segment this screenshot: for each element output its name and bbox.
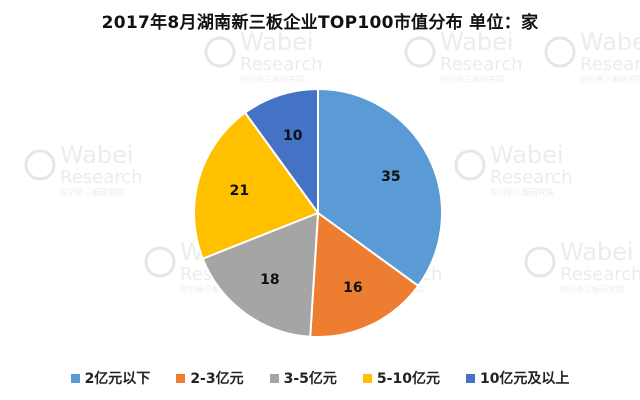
- watermark-brand: Wabei: [60, 141, 134, 169]
- pie-slice-1: [317, 87, 443, 288]
- data-label-1: 35: [381, 169, 400, 185]
- watermark-cn: 挖贝新三板研究院: [440, 74, 504, 84]
- pie-slice-5: [243, 87, 319, 217]
- legend-item-5: 10亿元及以上: [465, 368, 570, 388]
- legend-item-3: 3-5亿元: [269, 368, 337, 388]
- chart-title: 2017年8月湖南新三板企业TOP100市值分布 单位：家: [101, 13, 539, 33]
- watermark-brand: Wabei: [240, 28, 314, 56]
- watermark-sub: Research: [240, 54, 323, 75]
- legend-label: 2-3亿元: [190, 371, 244, 387]
- watermark-logo: [524, 246, 556, 278]
- legend-swatch: [176, 373, 186, 383]
- data-label-2: 16: [343, 280, 362, 296]
- watermark-logo: [404, 36, 436, 68]
- watermark-cn: 挖贝新三板研究院: [580, 74, 640, 84]
- data-label-3: 18: [260, 272, 279, 288]
- pie-slice-4: [193, 111, 320, 260]
- legend-swatch: [269, 373, 279, 383]
- watermark-sub: Research: [560, 264, 640, 285]
- legend-swatch: [465, 373, 475, 383]
- watermark-sub: Research: [440, 54, 523, 75]
- watermark-logo: [144, 246, 176, 278]
- chart-legend: 2亿元以下 2-3亿元 3-5亿元 5-10亿元 10亿元及以上: [0, 368, 640, 388]
- watermark-cn: 挖贝新三板研究院: [240, 74, 304, 84]
- watermark-sub: Research: [60, 167, 143, 188]
- data-label-4: 21: [230, 183, 249, 199]
- pie-slice-3: [201, 211, 320, 338]
- watermark-cn: 挖贝新三板研究院: [490, 187, 554, 197]
- watermark-logo: [24, 149, 56, 181]
- legend-label: 2亿元以下: [84, 371, 151, 387]
- watermark-brand: Wabei: [560, 238, 634, 266]
- watermark-cn: 挖贝新三板研究院: [180, 284, 244, 294]
- legend-label: 3-5亿元: [283, 371, 337, 387]
- legend-item-1: 2亿元以下: [70, 368, 151, 388]
- pie-slice-2: [309, 211, 420, 338]
- watermark-cn: 挖贝新三板研究院: [60, 187, 124, 197]
- legend-item-2: 2-3亿元: [176, 368, 244, 388]
- legend-swatch: [70, 373, 80, 383]
- watermark-logo: [454, 149, 486, 181]
- watermark-brand: Wabei: [580, 28, 640, 56]
- legend-item-4: 5-10亿元: [362, 368, 440, 388]
- watermark-logo: [204, 36, 236, 68]
- watermark-brand: Wabei: [490, 141, 564, 169]
- watermark-cn: 挖贝新三板研究院: [560, 284, 624, 294]
- watermark-logo: [544, 36, 576, 68]
- legend-swatch: [362, 373, 372, 383]
- data-label-5: 10: [283, 128, 303, 144]
- legend-label: 10亿元及以上: [479, 371, 570, 387]
- watermark-sub: Research: [580, 54, 640, 75]
- watermark-brand: Wabei: [440, 28, 514, 56]
- watermark-sub: Research: [490, 167, 573, 188]
- legend-label: 5-10亿元: [376, 371, 440, 387]
